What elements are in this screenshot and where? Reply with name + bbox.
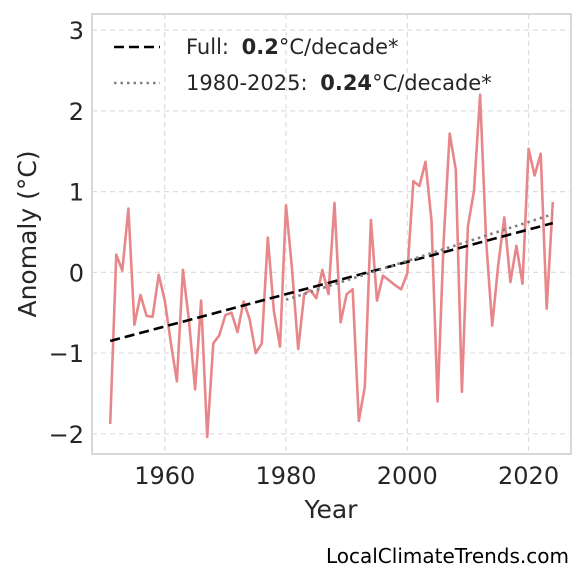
- plot-lines: [108, 93, 555, 439]
- trend-full-line: [109, 221, 554, 343]
- legend-recent-unit: °C/decade*: [372, 71, 492, 95]
- x-tick-label: 1980: [255, 462, 316, 490]
- x-axis: 1960 1980 2000 2020: [134, 462, 559, 490]
- y-axis-label: Anomaly (°C): [13, 150, 42, 317]
- trend-recent-line: [285, 212, 554, 302]
- anomaly-series-line: [108, 93, 555, 439]
- x-axis-label: Year: [304, 495, 359, 524]
- legend: Full: 0.2°C/decade* 1980-2025: 0.24°C/de…: [114, 35, 492, 95]
- y-tick-label: 0: [69, 259, 84, 287]
- y-tick-label: 2: [69, 98, 84, 126]
- legend-recent-label: 1980-2025: 0.24°C/decade*: [186, 71, 492, 95]
- legend-full-name: Full:: [186, 35, 229, 59]
- x-tick-label: 1960: [134, 462, 195, 490]
- legend-full-unit: °C/decade*: [279, 35, 399, 59]
- y-tick-label: 1: [69, 179, 84, 207]
- y-axis: −2 −1 0 1 2 3: [49, 17, 84, 449]
- source-credit: LocalClimateTrends.com: [325, 544, 569, 568]
- x-tick-label: 2020: [498, 462, 559, 490]
- legend-recent-name: 1980-2025:: [186, 71, 308, 95]
- legend-full-rate: 0.2: [242, 35, 279, 59]
- legend-recent-rate: 0.24: [320, 71, 372, 95]
- x-tick-label: 2000: [377, 462, 438, 490]
- y-tick-label: −1: [49, 340, 84, 368]
- y-tick-label: 3: [69, 17, 84, 45]
- y-tick-label: −2: [49, 421, 84, 449]
- legend-full-label: Full: 0.2°C/decade*: [186, 35, 399, 59]
